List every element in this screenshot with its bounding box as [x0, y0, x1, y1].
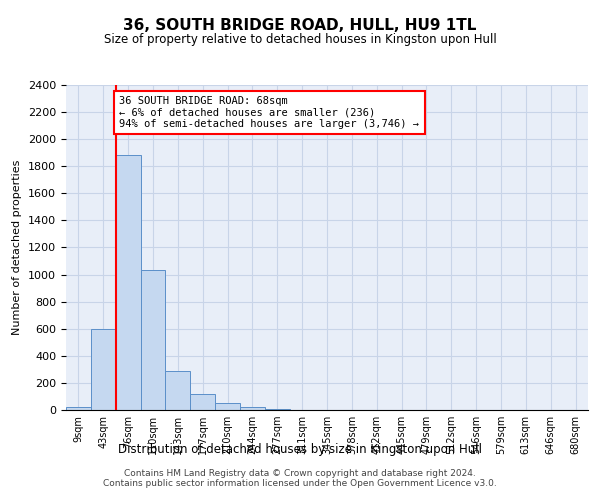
Text: Contains public sector information licensed under the Open Government Licence v3: Contains public sector information licen… — [103, 479, 497, 488]
Bar — [265, 409, 290, 410]
Bar — [116, 156, 140, 410]
Bar — [140, 270, 166, 410]
Y-axis label: Number of detached properties: Number of detached properties — [13, 160, 22, 335]
Text: 36, SOUTH BRIDGE ROAD, HULL, HU9 1TL: 36, SOUTH BRIDGE ROAD, HULL, HU9 1TL — [124, 18, 476, 32]
Text: Contains HM Land Registry data © Crown copyright and database right 2024.: Contains HM Land Registry data © Crown c… — [124, 469, 476, 478]
Bar — [240, 406, 265, 410]
Text: 36 SOUTH BRIDGE ROAD: 68sqm
← 6% of detached houses are smaller (236)
94% of sem: 36 SOUTH BRIDGE ROAD: 68sqm ← 6% of deta… — [119, 96, 419, 129]
Bar — [215, 403, 240, 410]
Bar — [91, 329, 116, 410]
Bar — [190, 394, 215, 410]
Bar — [66, 406, 91, 410]
Bar — [166, 372, 190, 410]
Text: Size of property relative to detached houses in Kingston upon Hull: Size of property relative to detached ho… — [104, 32, 496, 46]
Text: Distribution of detached houses by size in Kingston upon Hull: Distribution of detached houses by size … — [118, 442, 482, 456]
